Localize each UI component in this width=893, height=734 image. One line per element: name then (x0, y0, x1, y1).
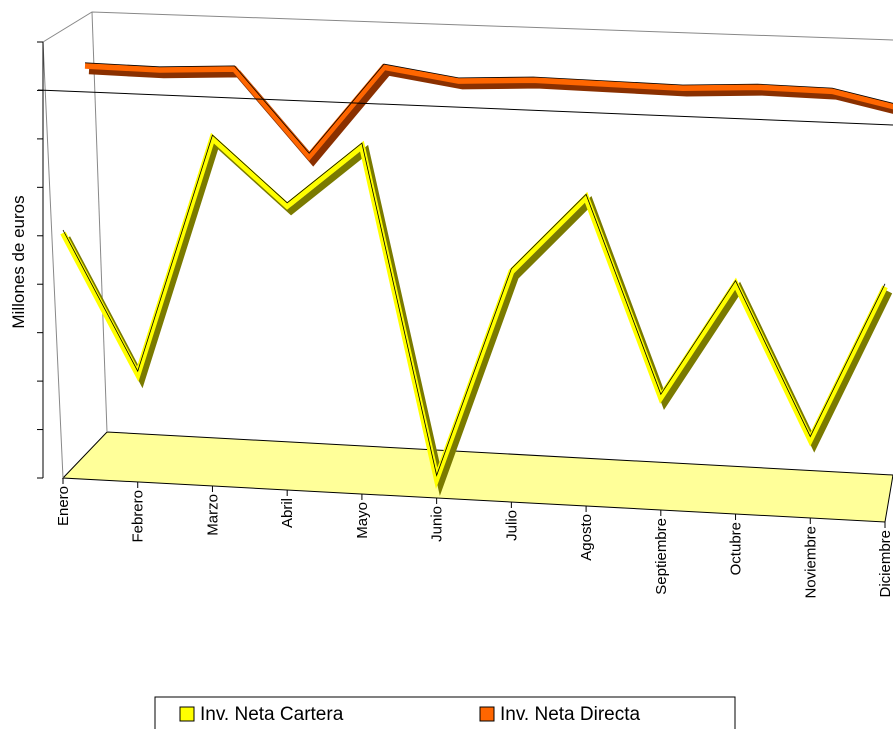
line-shadow (88, 67, 893, 167)
x-tick-label: Mayo (354, 502, 371, 539)
x-tick-label: Diciembre (877, 530, 893, 598)
legend-swatch (479, 706, 495, 722)
x-tick-label: Septiembre (653, 518, 670, 595)
line-series (84, 62, 893, 161)
frame (42, 11, 893, 523)
legend-label: Inv. Neta Directa (500, 704, 641, 725)
line-edge (84, 62, 893, 154)
line-edge (62, 134, 886, 477)
x-tick-label: Marzo (204, 494, 221, 536)
x-tick-label: Abril (279, 498, 296, 528)
x-tick-label: Junio (429, 506, 446, 542)
x-tick-label: Agosto (578, 514, 595, 561)
legend (154, 696, 736, 732)
legend-label: Inv. Neta Cartera (200, 704, 344, 725)
x-tick-label: Enero (55, 486, 72, 526)
x-tick-label: Julio (503, 510, 520, 541)
x-tick-label: Noviembre (802, 526, 819, 599)
floor (61, 431, 893, 523)
line-series (60, 132, 888, 490)
back-edge (91, 11, 108, 433)
legend-swatch (179, 706, 195, 722)
y-axis-label: Millones de euros (9, 195, 28, 328)
x-tick-label: Febrero (130, 490, 147, 543)
line-shadow (63, 136, 893, 496)
back-axis (37, 89, 893, 126)
x-tick-label: Octubre (728, 522, 745, 575)
back-wall (42, 11, 893, 479)
